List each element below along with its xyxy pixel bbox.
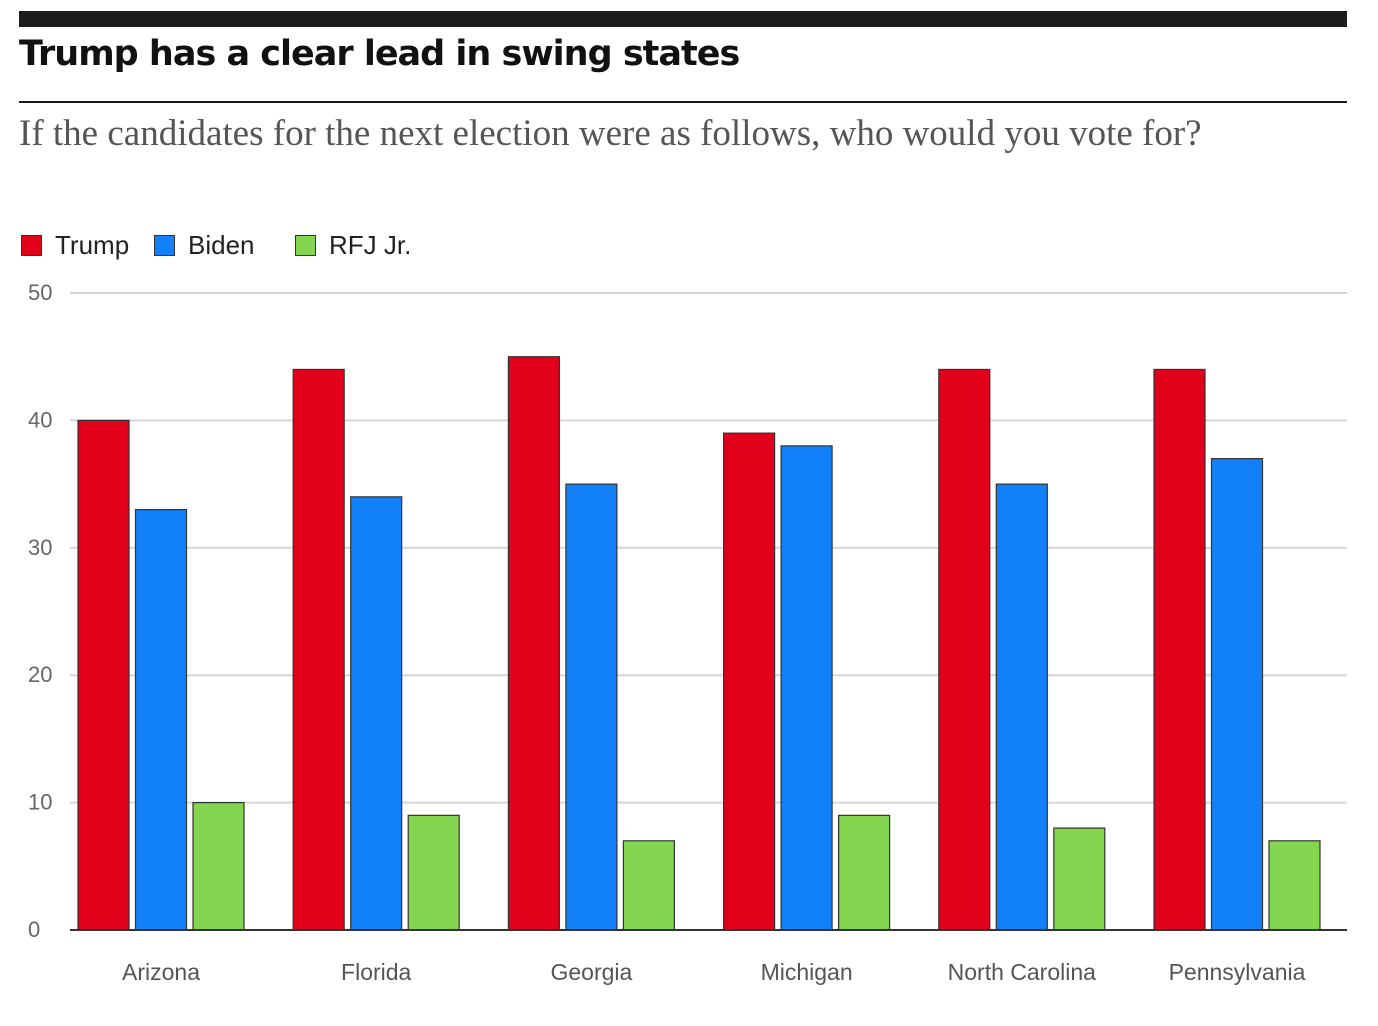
- bar-arizona-trump: [77, 419, 130, 931]
- y-tick-label-30: 30: [28, 535, 52, 560]
- x-category-label-pennsylvania: Pennsylvania: [1169, 959, 1306, 985]
- bar-florida-rfjjr: [407, 814, 460, 931]
- x-category-label-michigan: Michigan: [761, 959, 853, 985]
- legend-swatch-biden: [154, 235, 175, 256]
- title-rule: [19, 101, 1347, 103]
- legend-label-biden: Biden: [188, 230, 255, 260]
- bar-michigan-rfjjr: [837, 814, 891, 931]
- bar-north-carolina-trump: [938, 368, 991, 931]
- bar-north-carolina-biden: [995, 483, 1048, 931]
- bar-pennsylvania-trump: [1153, 368, 1206, 931]
- bar-arizona-biden: [134, 508, 188, 931]
- legend-swatch-rfj: [295, 235, 316, 256]
- x-category-label-georgia: Georgia: [550, 959, 632, 985]
- bar-florida-biden: [350, 496, 403, 931]
- legend-label-rfj: RFJ Jr.: [329, 230, 412, 260]
- bar-florida-trump: [292, 368, 345, 931]
- y-tick-label-20: 20: [28, 662, 52, 687]
- bar-north-carolina-rfjjr: [1053, 827, 1106, 931]
- y-tick-label-50: 50: [28, 280, 52, 305]
- x-category-label-north-carolina: North Carolina: [948, 959, 1096, 985]
- bar-arizona-rfjjr: [192, 801, 245, 931]
- bar-georgia-rfjjr: [622, 840, 676, 931]
- legend-swatch-trump: [21, 235, 42, 256]
- bar-michigan-biden: [780, 445, 833, 931]
- header-bar: [19, 11, 1347, 27]
- bar-michigan-trump: [722, 432, 776, 931]
- chart-subtitle: If the candidates for the next election …: [19, 113, 1202, 154]
- chart-title: Trump has a clear lead in swing states: [19, 34, 740, 74]
- x-category-label-arizona: Arizona: [122, 959, 200, 985]
- bar-pennsylvania-rfjjr: [1268, 840, 1321, 931]
- bar-pennsylvania-biden: [1210, 458, 1264, 931]
- y-tick-label-10: 10: [28, 790, 52, 815]
- legend-label-trump: Trump: [55, 230, 130, 260]
- x-category-label-florida: Florida: [341, 959, 412, 985]
- y-tick-label-40: 40: [28, 407, 52, 432]
- y-tick-label-0: 0: [28, 917, 40, 942]
- bar-georgia-biden: [565, 483, 618, 931]
- bar-georgia-trump: [507, 356, 560, 931]
